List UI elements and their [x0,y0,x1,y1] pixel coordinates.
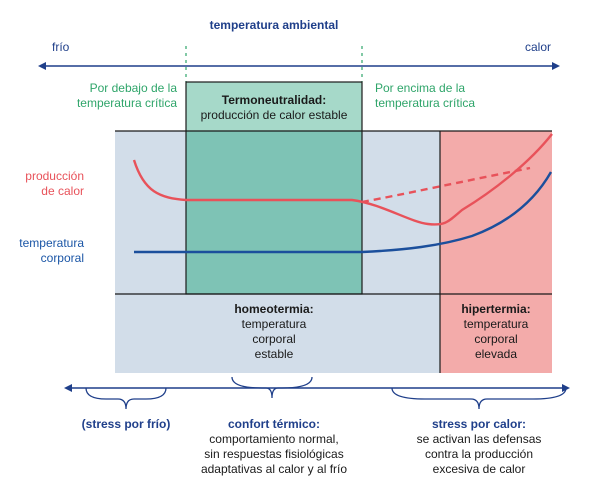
heat-stress-line: contra la producción [424,447,534,461]
ambient-temperature-title-text: temperatura ambiental [209,18,339,32]
body-temperature-line: corporal [40,251,84,265]
thermal-comfort-label: confort térmico: comportamiento normal, … [176,417,372,477]
thermal-comfort-title: confort térmico: [227,417,320,431]
comfort-brace [231,376,313,399]
cold-label: frío [52,40,70,54]
thermal-comfort-line: sin respuestas fisiológicas [204,447,344,461]
hyperthermia-line: elevada [474,347,518,361]
thermoneutrality-title: Termoneutralidad: [221,93,327,107]
homeothermy-title: homeotermia: [234,302,314,316]
above-critical-label: Por encima de la temperatura crítica [375,81,475,111]
heat-stress-brace [391,387,567,410]
homeothermy-panel [115,294,440,373]
body-temperature-curve [134,171,553,254]
hyperthermia-line: corporal [474,332,518,346]
heat-stress-label: stress por calor: se activan las defensa… [396,417,562,477]
heat-production-curve-dashed [361,166,531,204]
cold-stress-label: (stress por frío) [81,417,171,431]
heat-production-line: de calor [41,184,84,198]
body-temperature-label: temperatura corporal [0,236,84,266]
heat-stress-title: stress por calor: [431,417,527,431]
heat-production-curve [132,133,553,226]
heat-stress-line: se activan las defensas [416,432,542,446]
warm-zone-panel [362,131,440,294]
hyperthermia-title: hipertermia: [461,302,531,316]
homeothermy-label: homeotermia: temperatura corporal establ… [186,302,362,362]
thermoneutral-header-panel [186,82,362,131]
hyperthermia-label: hipertermia: temperatura corporal elevad… [440,302,552,362]
thermal-comfort-line: comportamiento normal, [209,432,339,446]
cold-zone-panel [115,131,186,294]
hyperthermia-zone-panel [440,131,552,294]
heat-production-label: producción de calor [0,169,84,199]
above-critical-line: Por encima de la [375,81,466,95]
heat-label: calor [525,40,552,54]
homeothermy-line: corporal [252,332,296,346]
below-critical-line: temperatura crítica [76,96,177,110]
homeothermy-line: estable [254,347,294,361]
hyperthermia-state-panel [440,294,552,373]
body-temperature-line: temperatura [19,236,84,250]
thermoneutrality-label: Termoneutralidad: producción de calor es… [186,93,362,123]
heat-production-line: producción [25,169,84,183]
below-critical-line: Por debajo de la [89,81,177,95]
thermal-comfort-line: adaptativas al calor y al frío [200,462,348,476]
above-critical-line: temperatura crítica [375,96,476,110]
cold-stress-brace [85,387,167,410]
heat-stress-line: excesiva de calor [432,462,526,476]
thermoneutrality-subtitle: producción de calor estable [200,108,348,122]
below-critical-label: Por debajo de la temperatura crítica [57,81,177,111]
homeothermy-line: temperatura [241,317,307,331]
hyperthermia-line: temperatura [463,317,529,331]
ambient-temperature-title: temperatura ambiental [180,18,368,33]
